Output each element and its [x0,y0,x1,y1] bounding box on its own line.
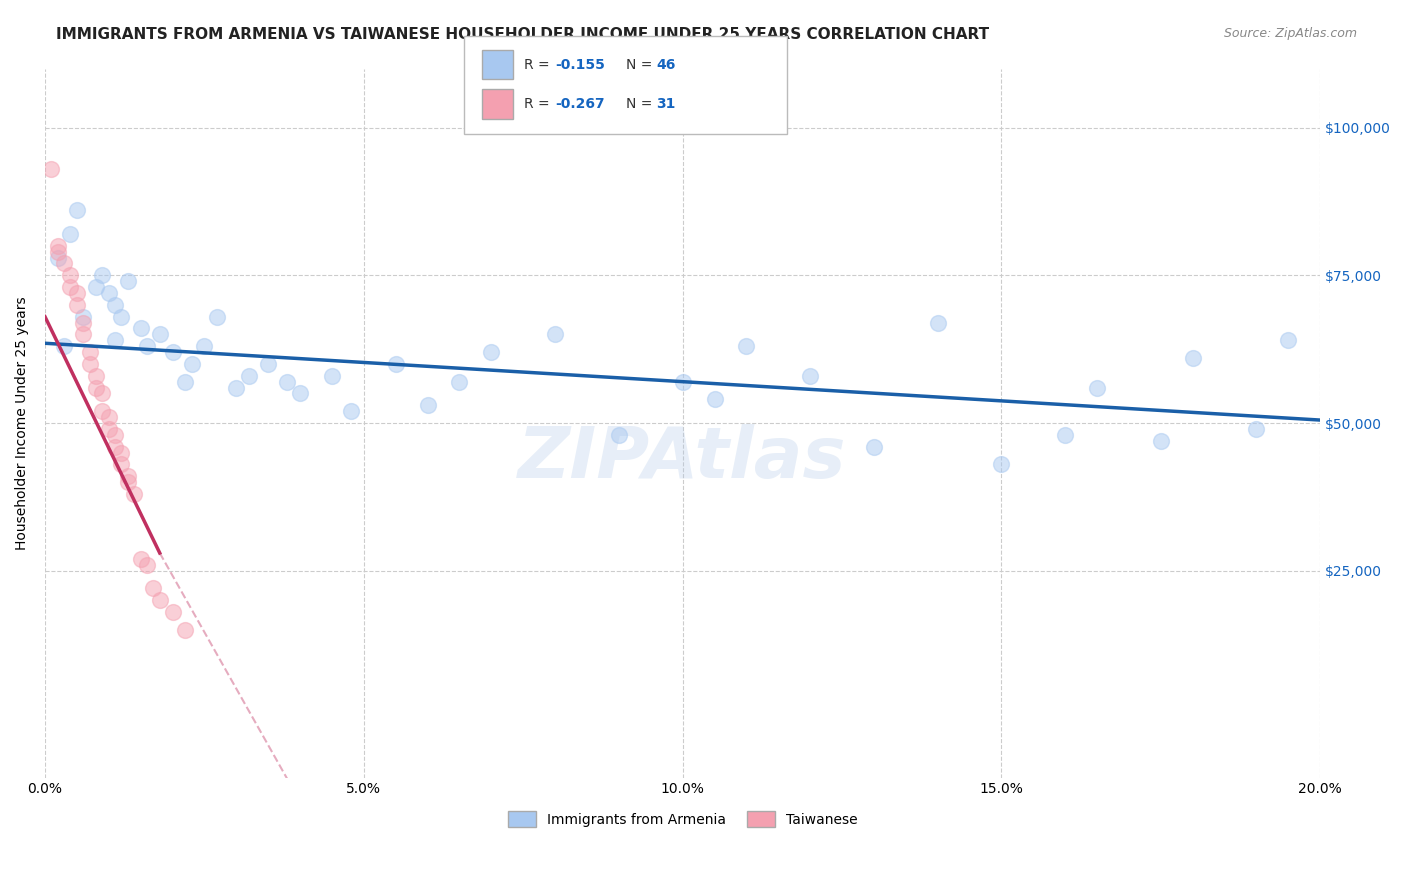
Point [79,357,101,371]
Point [104,440,127,454]
Point [340,404,363,418]
Point [703,392,725,407]
Point [91,386,114,401]
Point [162,605,184,619]
Point [104,427,127,442]
Point [72,316,94,330]
Point [66,203,89,218]
Text: N =: N = [626,97,657,111]
Point [416,398,439,412]
Point [149,593,172,607]
Point [59,268,82,283]
Point [136,339,159,353]
Point [1150,434,1173,448]
Point [1181,351,1204,365]
Point [799,368,821,383]
Point [1085,380,1108,394]
Point [149,327,172,342]
Point [66,298,89,312]
Point [97,286,120,301]
Point [288,386,311,401]
Point [97,410,120,425]
Point [117,274,139,288]
Point [1054,427,1077,442]
Point [53,339,76,353]
Point [1277,334,1299,348]
Point [136,558,159,572]
Point [46,251,69,265]
Point [276,375,298,389]
Text: ZIPAtlas: ZIPAtlas [519,424,846,493]
Point [97,422,120,436]
Point [66,286,89,301]
Text: N =: N = [626,58,657,71]
Point [225,380,247,394]
Point [104,298,127,312]
Point [110,458,132,472]
Point [205,310,228,324]
Point [142,582,165,596]
Legend: Immigrants from Armenia, Taiwanese: Immigrants from Armenia, Taiwanese [501,804,865,834]
Point [238,368,260,383]
Point [927,316,949,330]
Point [735,339,758,353]
Point [104,334,127,348]
Text: 46: 46 [657,58,676,71]
Point [990,458,1012,472]
Text: R =: R = [524,58,554,71]
Text: -0.267: -0.267 [555,97,605,111]
Point [117,475,139,489]
Point [180,357,202,371]
Point [129,321,152,335]
Point [174,623,197,637]
Point [863,440,886,454]
Point [449,375,471,389]
Point [53,256,76,270]
Point [41,161,63,176]
Text: IMMIGRANTS FROM ARMENIA VS TAIWANESE HOUSEHOLDER INCOME UNDER 25 YEARS CORRELATI: IMMIGRANTS FROM ARMENIA VS TAIWANESE HOU… [56,27,990,42]
Point [84,280,107,294]
Point [129,552,152,566]
Point [59,227,82,241]
Point [84,368,107,383]
Point [46,244,69,259]
Point [162,345,184,359]
Point [257,357,280,371]
Point [110,445,132,459]
Point [607,427,630,442]
Text: Source: ZipAtlas.com: Source: ZipAtlas.com [1223,27,1357,40]
Point [479,345,502,359]
Text: 31: 31 [657,97,676,111]
Text: R =: R = [524,97,554,111]
Point [110,310,132,324]
Point [117,469,139,483]
Text: -0.155: -0.155 [555,58,605,71]
Point [59,280,82,294]
Point [193,339,215,353]
Y-axis label: Householder Income Under 25 years: Householder Income Under 25 years [15,296,30,549]
Point [79,345,101,359]
Point [72,327,94,342]
Point [72,310,94,324]
Point [91,268,114,283]
Point [384,357,406,371]
Point [321,368,343,383]
Point [544,327,567,342]
Point [1246,422,1268,436]
Point [84,380,107,394]
Point [122,487,145,501]
Point [672,375,695,389]
Point [91,404,114,418]
Point [46,239,69,253]
Point [174,375,197,389]
